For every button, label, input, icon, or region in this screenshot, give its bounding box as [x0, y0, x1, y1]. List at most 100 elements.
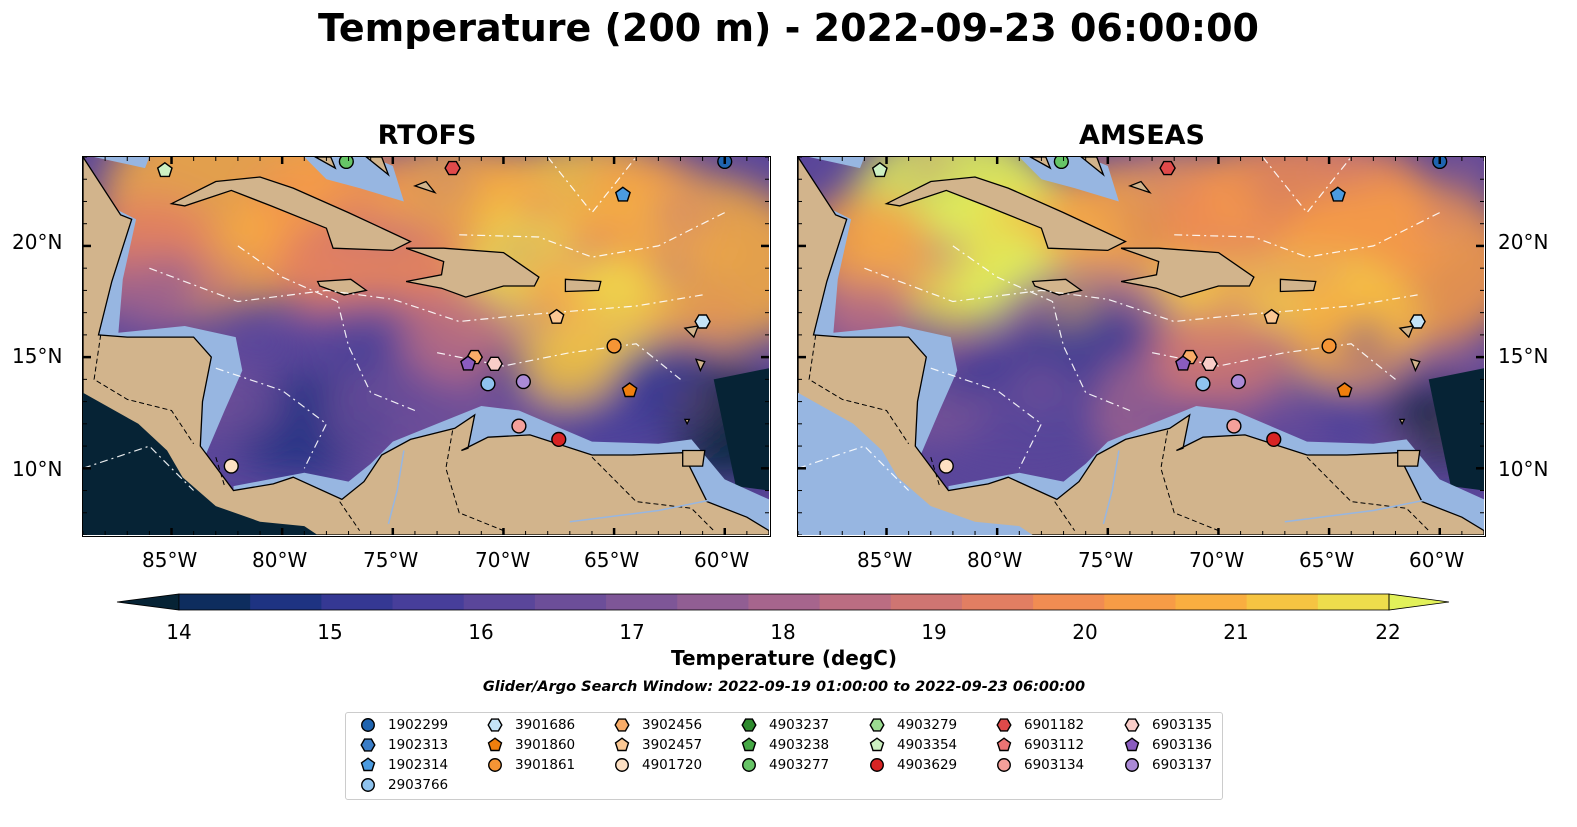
float-marker[interactable] [1159, 160, 1176, 176]
legend-item: 1902314 [360, 755, 448, 775]
float-marker[interactable] [871, 161, 888, 178]
legend-marker[interactable] [614, 718, 630, 732]
colorbar-segment [1317, 594, 1390, 610]
minor-ticks [798, 157, 1484, 535]
float-marker[interactable] [548, 308, 565, 324]
legend-item: 6903134 [996, 755, 1084, 775]
float-marker[interactable] [338, 157, 354, 170]
float-marker[interactable] [156, 161, 173, 178]
legend-marker[interactable] [614, 737, 630, 752]
legend-label: 6903137 [1152, 757, 1213, 773]
legend-marker[interactable] [742, 758, 756, 772]
lon-tick-label: 80°W [967, 548, 1023, 572]
legend-label: 3901686 [515, 717, 576, 733]
legend-marker[interactable] [741, 737, 757, 752]
colorbar-segment [890, 594, 963, 610]
float-marker[interactable] [1321, 338, 1337, 354]
float-marker[interactable] [515, 373, 531, 390]
legend-marker[interactable] [360, 757, 376, 772]
legend-marker[interactable] [996, 718, 1012, 732]
float-marker[interactable] [1230, 373, 1246, 390]
map-amseas[interactable] [797, 156, 1486, 537]
colorbar-segment [534, 594, 607, 610]
legend-marker[interactable] [487, 718, 503, 732]
float-marker[interactable] [1329, 186, 1346, 202]
legend-item: 3901686 [487, 715, 575, 735]
float-marker[interactable] [511, 418, 527, 434]
legend-item: 6903136 [1124, 735, 1212, 755]
float-marker[interactable] [1409, 314, 1426, 329]
legend-label: 4903354 [897, 737, 958, 753]
legend-marker[interactable] [615, 758, 629, 772]
float-marker[interactable] [606, 338, 622, 354]
float-marker[interactable] [1195, 376, 1211, 392]
float-marker[interactable] [1053, 157, 1069, 170]
legend-marker[interactable] [487, 737, 503, 752]
legend-marker[interactable] [360, 738, 376, 752]
float-marker[interactable] [1263, 308, 1280, 324]
colorbar-segment [606, 594, 678, 610]
legend-marker[interactable] [997, 758, 1011, 772]
legend-marker[interactable] [1124, 718, 1140, 732]
legend-marker[interactable] [741, 718, 757, 732]
legend-marker[interactable] [488, 758, 502, 772]
float-marker[interactable] [1226, 418, 1242, 434]
legend-marker[interactable] [1125, 758, 1139, 772]
float-marker[interactable] [444, 160, 461, 176]
colorbar-tick-label: 21 [1223, 620, 1249, 644]
float-marker[interactable] [938, 458, 954, 474]
float-marker[interactable] [694, 314, 711, 329]
circle-marker-icon [615, 758, 629, 772]
float-marker[interactable] [1175, 355, 1192, 371]
legend-item: 4903238 [741, 735, 829, 755]
float-marker[interactable] [551, 431, 567, 447]
legend-marker[interactable] [361, 778, 375, 792]
float-marker[interactable] [480, 376, 496, 392]
float-marker[interactable] [460, 355, 477, 371]
circle-marker-icon [742, 758, 756, 772]
hexagon-marker-icon [614, 718, 630, 732]
legend-marker[interactable] [870, 758, 884, 772]
float-marker[interactable] [223, 458, 239, 474]
search-window-text: Glider/Argo Search Window: 2022-09-19 01… [482, 679, 1086, 695]
pentagon-marker-icon [741, 737, 757, 752]
lat-tick-label: 10°N [1498, 457, 1549, 481]
legend-marker[interactable] [361, 718, 375, 732]
colorbar [116, 593, 1450, 611]
float-marker[interactable] [1201, 356, 1218, 371]
legend-item: 3902456 [614, 715, 702, 735]
colorbar-tick-label: 19 [921, 620, 947, 644]
hexagon-marker-icon [1124, 718, 1140, 732]
legend-marker[interactable] [996, 737, 1012, 752]
legend-item: 3901861 [487, 755, 575, 775]
float-marker[interactable] [621, 382, 638, 398]
legend-label: 6903136 [1152, 737, 1213, 753]
legend-label: 3901860 [515, 737, 576, 753]
colorbar-segment [250, 594, 322, 610]
float-marker[interactable] [614, 186, 631, 202]
legend-label: 4903237 [769, 717, 830, 733]
legend-marker[interactable] [1124, 737, 1140, 752]
circle-marker-icon [488, 758, 502, 772]
legend-marker[interactable] [869, 737, 885, 752]
map-canvas-amseas [798, 157, 1484, 535]
legend-item: 6901182 [996, 715, 1084, 735]
circle-marker-icon [870, 758, 884, 772]
legend-item: 4903277 [741, 755, 829, 775]
circle-marker-icon [361, 718, 375, 732]
figure-title: Temperature (200 m) - 2022-09-23 06:00:0… [317, 6, 1259, 50]
float-marker[interactable] [1336, 382, 1353, 398]
legend-marker[interactable] [869, 718, 885, 732]
colorbar-tick-label: 22 [1375, 620, 1401, 644]
float-marker[interactable] [486, 356, 503, 371]
legend-label: 4903629 [897, 757, 958, 773]
hexagon-marker-icon [869, 718, 885, 732]
map-rtofs[interactable] [82, 156, 771, 537]
pentagon-marker-icon [360, 757, 376, 772]
legend-item: 6903137 [1124, 755, 1212, 775]
float-marker[interactable] [1266, 431, 1282, 447]
legend-label: 4903238 [769, 737, 830, 753]
lon-tick-label: 70°W [1189, 548, 1245, 572]
colorbar-tick-label: 20 [1072, 620, 1098, 644]
colorbar-segment [1175, 594, 1248, 610]
